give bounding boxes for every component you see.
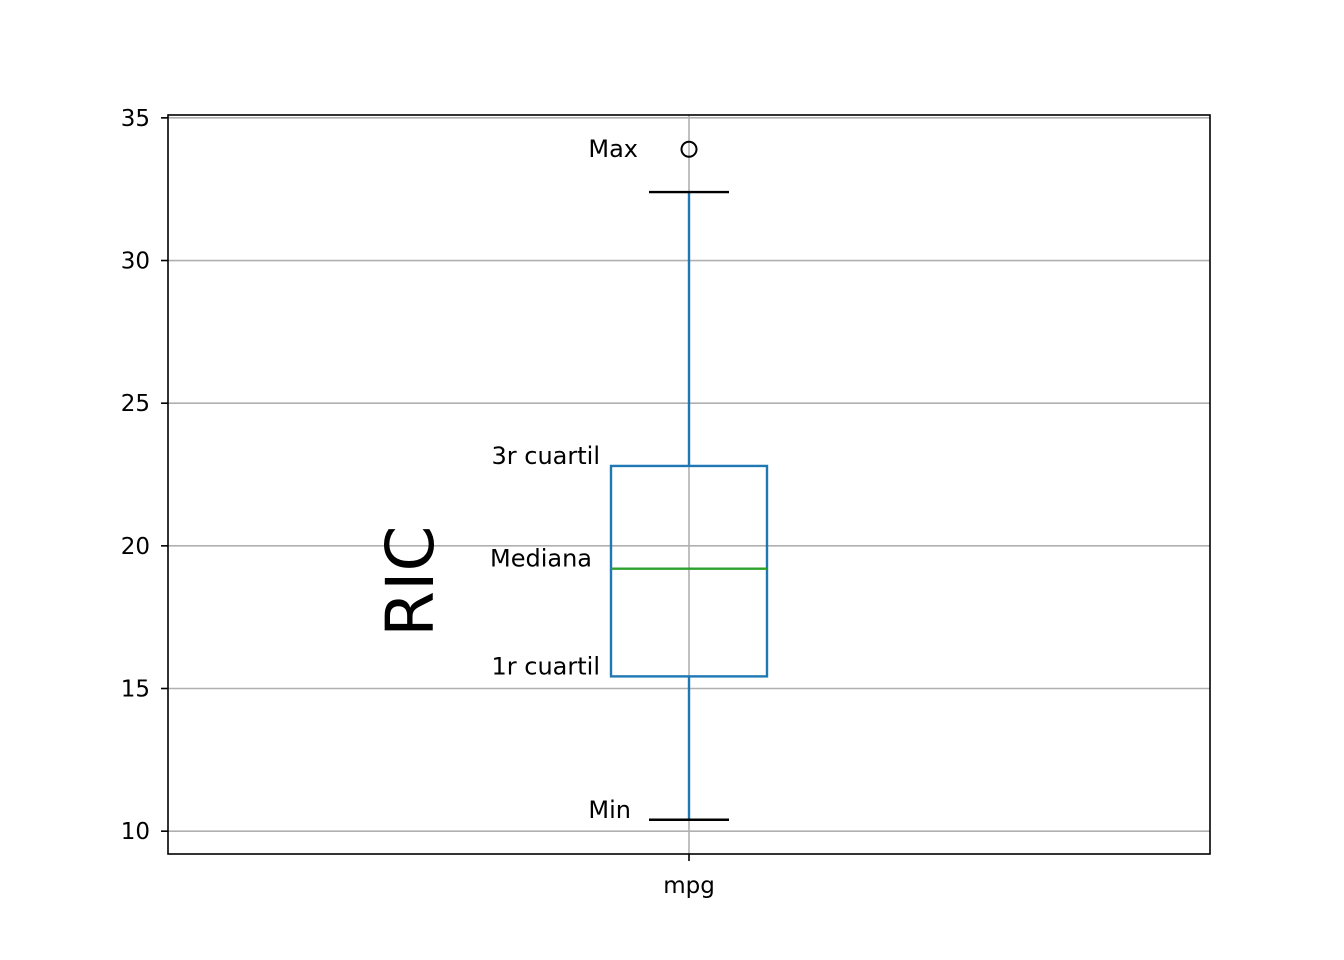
axis-ticks: 10 15 20 25 30 35 mpg [121,106,715,899]
annotations: Max 3r cuartil Mediana 1r cuartil Min RI… [372,135,638,824]
annotation-max: Max [588,135,638,163]
y-tick-label: 35 [121,106,150,132]
x-tick-label: mpg [663,873,715,899]
y-tick-label: 15 [121,677,150,703]
annotation-iqr: RIC [372,525,449,636]
y-tick-label: 20 [121,534,150,560]
annotation-min: Min [588,796,631,824]
annotation-q1: 1r cuartil [492,652,601,680]
outlier-point [680,140,698,158]
y-tick-label: 10 [121,819,150,845]
iqr-box [609,464,769,678]
annotation-q3: 3r cuartil [492,442,601,470]
y-tick-label: 25 [121,391,150,417]
y-tick-label: 30 [121,249,150,275]
annotation-median: Mediana [490,545,592,573]
boxplot [609,140,769,821]
